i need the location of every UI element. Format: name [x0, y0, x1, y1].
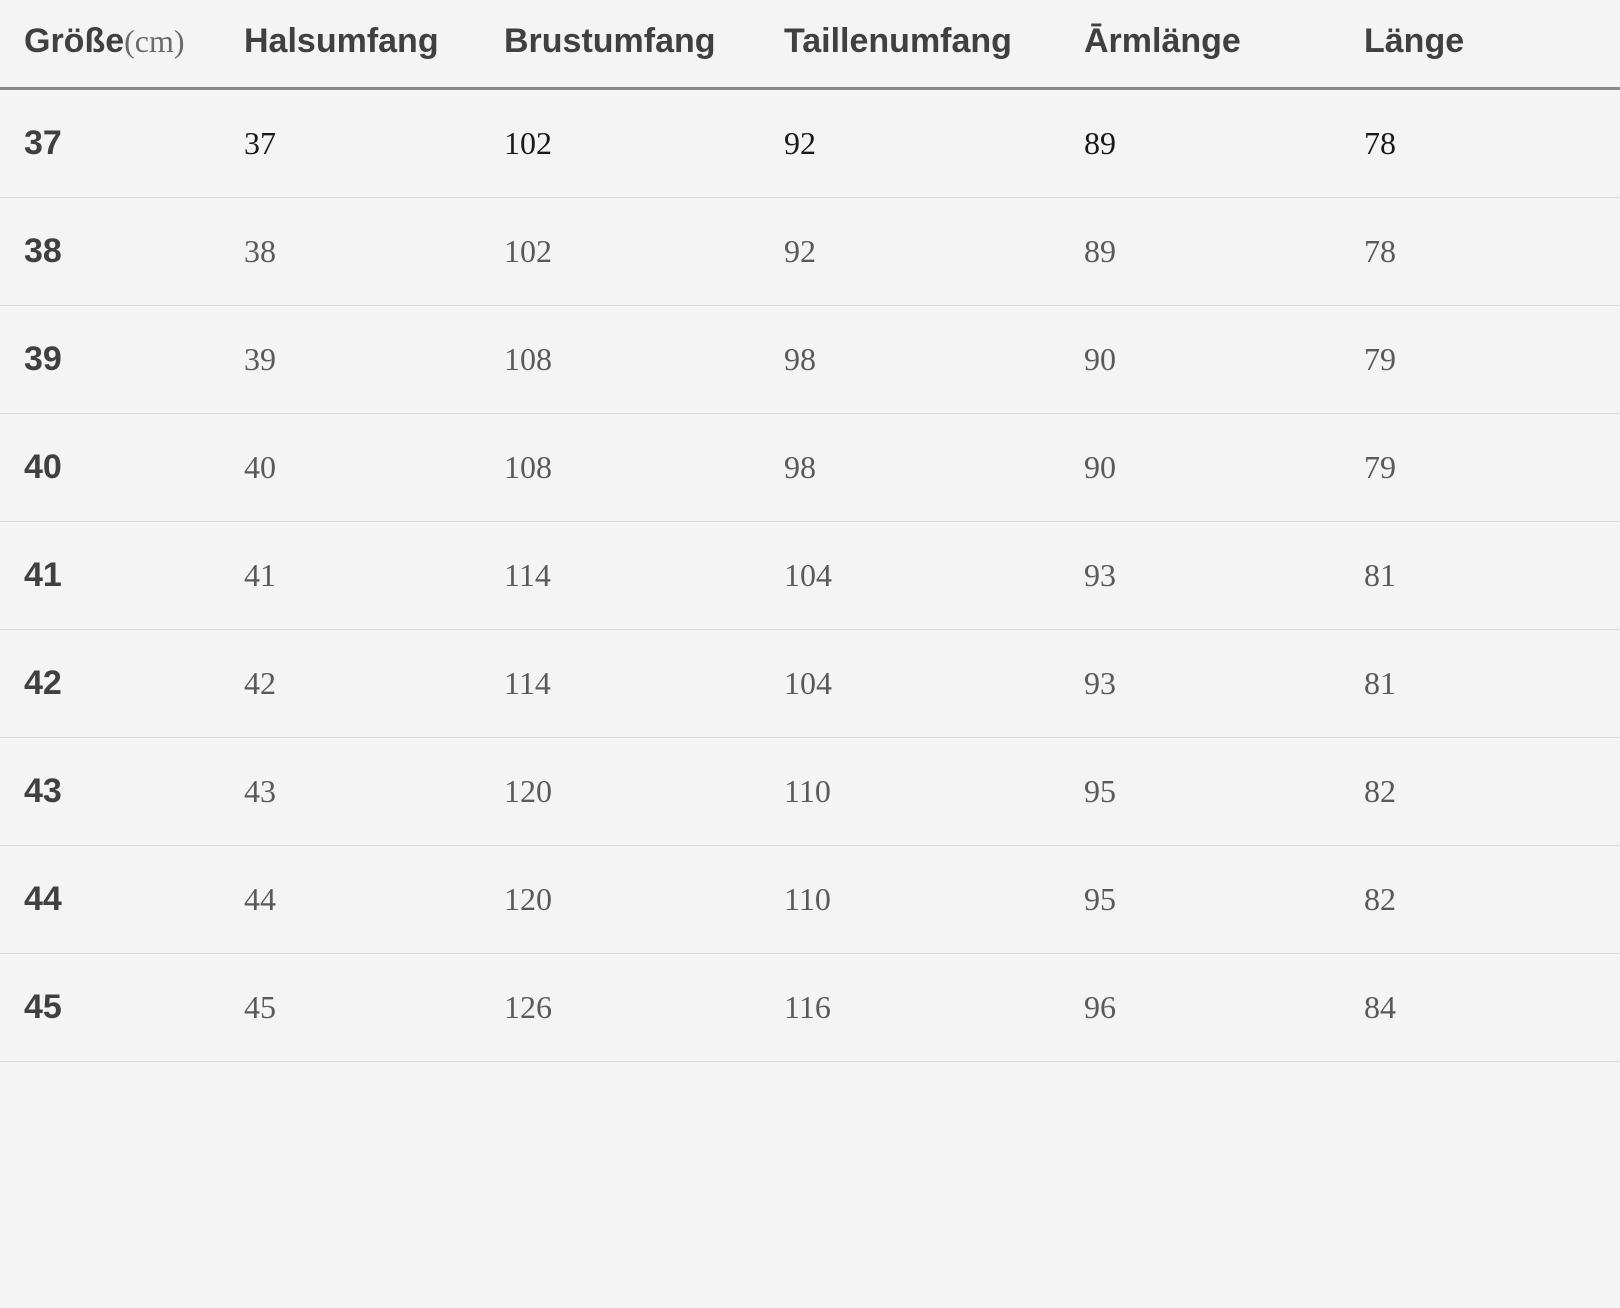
cell-halsumfang: 44	[220, 846, 480, 954]
table-row: 3838102928978	[0, 198, 1620, 306]
cell-size: 39	[0, 306, 220, 414]
cell-armlaenge: 90	[1060, 414, 1340, 522]
cell-halsumfang: 41	[220, 522, 480, 630]
cell-laenge: 78	[1340, 198, 1620, 306]
col-header-size: Größe(cm)	[0, 0, 220, 89]
cell-laenge: 81	[1340, 522, 1620, 630]
col-header-taillenumfang: Taillenumfang	[760, 0, 1060, 89]
cell-brustumfang: 126	[480, 954, 760, 1062]
cell-brustumfang: 120	[480, 738, 760, 846]
cell-armlaenge: 90	[1060, 306, 1340, 414]
cell-halsumfang: 37	[220, 90, 480, 198]
cell-armlaenge: 95	[1060, 738, 1340, 846]
cell-taillenumfang: 92	[760, 198, 1060, 306]
cell-taillenumfang: 110	[760, 846, 1060, 954]
cell-size: 43	[0, 738, 220, 846]
table-row: 42421141049381	[0, 630, 1620, 738]
table-row: 45451261169684	[0, 954, 1620, 1062]
cell-armlaenge: 89	[1060, 198, 1340, 306]
cell-brustumfang: 102	[480, 198, 760, 306]
cell-halsumfang: 42	[220, 630, 480, 738]
table-body: 3737102928978383810292897839391089890794…	[0, 89, 1620, 1062]
cell-taillenumfang: 98	[760, 414, 1060, 522]
col-header-size-label: Größe	[24, 22, 124, 60]
cell-brustumfang: 108	[480, 306, 760, 414]
col-header-halsumfang: Halsumfang	[220, 0, 480, 89]
cell-brustumfang: 114	[480, 522, 760, 630]
cell-laenge: 84	[1340, 954, 1620, 1062]
table-row: 4040108989079	[0, 414, 1620, 522]
cell-halsumfang: 39	[220, 306, 480, 414]
cell-brustumfang: 120	[480, 846, 760, 954]
cell-brustumfang: 114	[480, 630, 760, 738]
cell-taillenumfang: 116	[760, 954, 1060, 1062]
cell-armlaenge: 89	[1060, 90, 1340, 198]
cell-size: 37	[0, 90, 220, 198]
table-row: 44441201109582	[0, 846, 1620, 954]
cell-armlaenge: 96	[1060, 954, 1340, 1062]
cell-laenge: 82	[1340, 846, 1620, 954]
table-row: 41411141049381	[0, 522, 1620, 630]
cell-taillenumfang: 98	[760, 306, 1060, 414]
cell-armlaenge: 93	[1060, 630, 1340, 738]
cell-size: 40	[0, 414, 220, 522]
cell-laenge: 78	[1340, 90, 1620, 198]
cell-halsumfang: 38	[220, 198, 480, 306]
cell-size: 44	[0, 846, 220, 954]
cell-halsumfang: 40	[220, 414, 480, 522]
col-header-armlaenge: Ārmlänge	[1060, 0, 1340, 89]
cell-size: 38	[0, 198, 220, 306]
cell-taillenumfang: 110	[760, 738, 1060, 846]
cell-size: 45	[0, 954, 220, 1062]
cell-taillenumfang: 92	[760, 90, 1060, 198]
col-header-size-unit: (cm)	[124, 23, 184, 59]
cell-size: 42	[0, 630, 220, 738]
cell-armlaenge: 93	[1060, 522, 1340, 630]
cell-halsumfang: 45	[220, 954, 480, 1062]
cell-taillenumfang: 104	[760, 522, 1060, 630]
table-row: 3939108989079	[0, 306, 1620, 414]
cell-laenge: 81	[1340, 630, 1620, 738]
table-row: 3737102928978	[0, 90, 1620, 198]
cell-taillenumfang: 104	[760, 630, 1060, 738]
cell-laenge: 82	[1340, 738, 1620, 846]
col-header-brustumfang: Brustumfang	[480, 0, 760, 89]
cell-brustumfang: 102	[480, 90, 760, 198]
cell-brustumfang: 108	[480, 414, 760, 522]
cell-laenge: 79	[1340, 306, 1620, 414]
cell-armlaenge: 95	[1060, 846, 1340, 954]
size-table: Größe(cm) Halsumfang Brustumfang Taillen…	[0, 0, 1620, 1062]
table-header-row: Größe(cm) Halsumfang Brustumfang Taillen…	[0, 0, 1620, 89]
cell-halsumfang: 43	[220, 738, 480, 846]
table-row: 43431201109582	[0, 738, 1620, 846]
cell-laenge: 79	[1340, 414, 1620, 522]
cell-size: 41	[0, 522, 220, 630]
col-header-laenge: Länge	[1340, 0, 1620, 89]
